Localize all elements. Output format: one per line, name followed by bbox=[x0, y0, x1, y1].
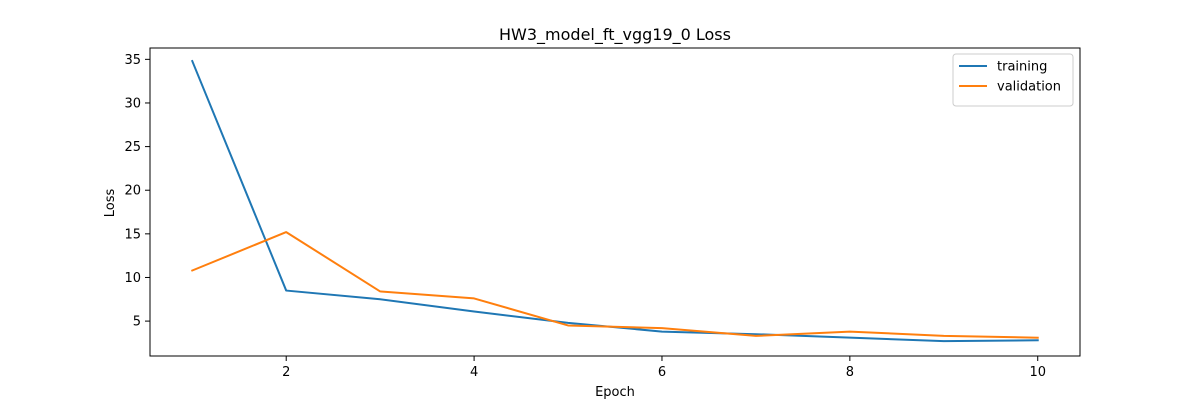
y-tick-label: 25 bbox=[124, 140, 141, 155]
y-tick-label: 20 bbox=[124, 184, 141, 199]
x-tick-label: 4 bbox=[470, 365, 478, 380]
y-tick-label: 30 bbox=[124, 96, 141, 111]
series-layer bbox=[190, 59, 1039, 343]
legend-label-training: training bbox=[997, 60, 1047, 75]
legend: training validation bbox=[952, 53, 1074, 107]
x-tick-label: 8 bbox=[846, 365, 854, 380]
x-axis-ticks: 2 4 6 8 10 bbox=[282, 356, 1046, 380]
series-line-validation bbox=[190, 231, 1039, 339]
plot-frame bbox=[149, 47, 1081, 357]
y-tick-label: 15 bbox=[124, 227, 141, 242]
chart-title: HW3_model_ft_vgg19_0 Loss bbox=[499, 25, 731, 45]
x-tick-label: 6 bbox=[658, 365, 666, 380]
y-tick-label: 5 bbox=[133, 315, 141, 330]
x-tick-label: 2 bbox=[282, 365, 290, 380]
legend-label-validation: validation bbox=[997, 80, 1061, 95]
y-tick-label: 10 bbox=[124, 271, 141, 286]
y-axis-title: Loss bbox=[103, 189, 118, 218]
series-line-training bbox=[190, 59, 1039, 343]
x-axis-title: Epoch bbox=[595, 385, 635, 400]
y-tick-label: 35 bbox=[124, 53, 141, 68]
x-tick-label: 10 bbox=[1029, 365, 1046, 380]
y-axis-ticks: 5 10 15 20 25 30 35 bbox=[124, 53, 150, 330]
